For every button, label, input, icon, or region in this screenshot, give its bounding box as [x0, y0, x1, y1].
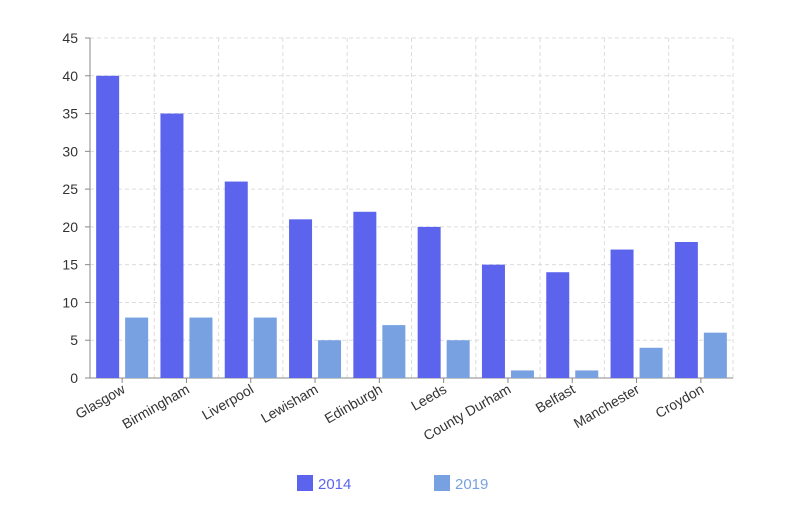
bar-2019-belfast[interactable] [575, 370, 599, 378]
bar-2014-liverpool[interactable] [224, 181, 248, 378]
bar-2014-glasgow[interactable] [96, 75, 120, 379]
y-tick-label: 15 [62, 257, 78, 273]
legend-swatch-2019[interactable] [434, 475, 450, 491]
y-tick-label: 10 [62, 294, 78, 310]
legend-swatch-2014[interactable] [297, 475, 313, 491]
bar-2019-birmingham[interactable] [189, 317, 213, 378]
x-tick-label: Lewisham [258, 381, 321, 426]
y-tick-label: 30 [62, 143, 78, 159]
y-tick-label: 25 [62, 181, 78, 197]
bar-2014-birmingham[interactable] [160, 113, 184, 379]
x-tick-label: Belfast [533, 381, 578, 416]
bar-2014-leeds[interactable] [417, 226, 441, 378]
bar-2014-belfast[interactable] [546, 272, 570, 378]
x-tick-label: Liverpool [199, 381, 256, 423]
y-tick-label: 40 [62, 68, 78, 84]
y-tick-label: 45 [62, 30, 78, 46]
y-tick-label: 35 [62, 106, 78, 122]
bars [96, 75, 727, 379]
x-tick-label: Birmingham [119, 381, 192, 432]
x-tick-label: Croydon [653, 381, 707, 421]
bar-2019-manchester[interactable] [639, 347, 663, 378]
bar-2019-glasgow[interactable] [125, 317, 149, 378]
bar-2014-county-durham[interactable] [481, 264, 505, 378]
y-tick-label: 0 [70, 370, 78, 386]
bar-2014-edinburgh[interactable] [353, 211, 377, 378]
bar-2014-lewisham[interactable] [289, 219, 313, 378]
bar-2014-croydon[interactable] [674, 242, 698, 378]
x-tick-label: Leeds [408, 381, 449, 414]
legend-label-2019[interactable]: 2019 [455, 476, 488, 493]
grid [90, 37, 734, 378]
x-tick-label: Glasgow [72, 380, 128, 422]
x-tick-label: Manchester [571, 381, 643, 432]
bar-2019-county-durham[interactable] [510, 370, 534, 378]
y-tick-label: 5 [70, 332, 78, 348]
legend-label-2014[interactable]: 2014 [318, 476, 351, 493]
y-tick-label: 20 [62, 219, 78, 235]
bar-2019-lewisham[interactable] [318, 340, 342, 378]
x-tick-label: Edinburgh [322, 381, 385, 427]
y-axis-labels: 0 5 10 15 20 25 30 35 40 45 [62, 30, 78, 386]
bar-2014-manchester[interactable] [610, 249, 634, 378]
bar-2019-edinburgh[interactable] [382, 325, 406, 378]
bar-2019-leeds[interactable] [446, 340, 470, 378]
legend: 2014 2019 [297, 475, 488, 493]
bar-2019-liverpool[interactable] [253, 317, 277, 378]
bar-2019-croydon[interactable] [703, 332, 727, 378]
